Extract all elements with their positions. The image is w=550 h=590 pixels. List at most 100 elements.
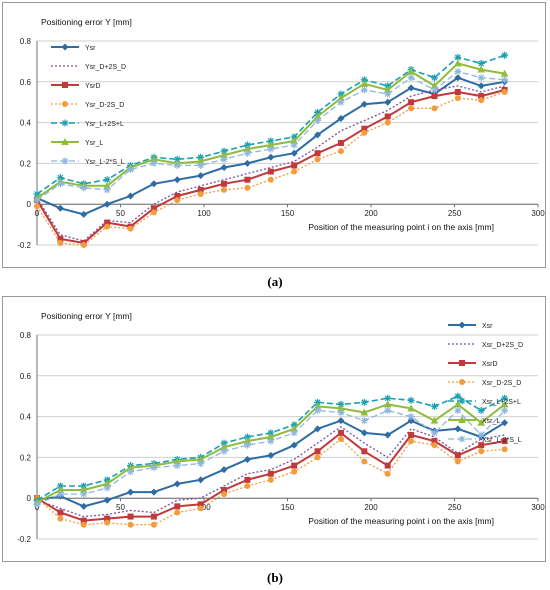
- data-point: [267, 137, 275, 145]
- chart-title: Positioning error Y [mm]: [41, 17, 132, 27]
- data-point: [431, 438, 438, 445]
- series-2: [36, 85, 505, 242]
- data-point: [407, 74, 415, 82]
- data-point: [197, 476, 205, 484]
- data-point: [173, 480, 181, 488]
- data-point: [290, 429, 298, 437]
- series-line: [36, 426, 505, 518]
- data-point: [408, 431, 415, 438]
- data-point: [501, 394, 509, 402]
- data-point: [150, 159, 158, 167]
- data-point: [477, 431, 485, 439]
- data-point: [80, 184, 88, 192]
- series-5: [33, 392, 509, 504]
- data-point: [337, 140, 344, 146]
- data-point: [337, 98, 345, 106]
- data-point: [104, 219, 111, 226]
- y-tick-label: 0: [27, 494, 32, 503]
- data-point: [220, 155, 228, 163]
- data-point: [478, 442, 485, 449]
- data-point: [407, 84, 415, 92]
- data-point: [267, 176, 274, 183]
- series-4: [34, 89, 508, 248]
- data-point: [360, 79, 369, 87]
- data-point: [501, 438, 508, 445]
- data-point: [314, 454, 321, 461]
- data-point: [430, 402, 438, 410]
- data-point: [454, 425, 462, 433]
- data-point: [313, 402, 322, 410]
- data-point: [408, 99, 415, 106]
- data-point: [501, 51, 509, 59]
- data-point: [197, 460, 205, 468]
- data-point: [57, 239, 64, 246]
- data-point: [383, 400, 392, 408]
- series-line: [36, 70, 505, 201]
- data-point: [221, 491, 228, 498]
- data-point: [57, 509, 64, 516]
- data-point: [127, 225, 134, 232]
- data-point: [384, 470, 391, 477]
- data-point: [103, 479, 111, 487]
- data-point: [454, 59, 462, 67]
- data-point: [454, 400, 462, 408]
- data-point: [314, 425, 322, 433]
- data-point: [220, 466, 228, 474]
- data-point: [244, 184, 251, 191]
- data-point: [104, 519, 111, 526]
- x-tick-label: 50: [116, 209, 125, 218]
- data-point: [407, 413, 415, 421]
- data-point: [80, 210, 88, 218]
- x-tick-label: 200: [364, 209, 378, 218]
- data-point: [314, 156, 321, 163]
- data-point: [104, 223, 111, 230]
- data-point: [150, 521, 157, 528]
- data-point: [501, 446, 508, 453]
- data-point: [127, 488, 135, 496]
- series-6: [33, 400, 509, 506]
- legend-label: Ysr_L+2S+L: [85, 121, 124, 128]
- series-line: [36, 91, 505, 246]
- data-point: [291, 468, 298, 475]
- data-point: [337, 94, 345, 102]
- legend-label: Ysr_L-2*S_L: [85, 159, 125, 166]
- data-point: [243, 441, 251, 449]
- data-point: [454, 406, 462, 414]
- data-point: [127, 166, 135, 174]
- data-point: [267, 451, 275, 459]
- data-point: [384, 394, 392, 402]
- data-point: [290, 421, 298, 429]
- x-tick-label: 300: [531, 209, 545, 218]
- chart-panel-b: -0.2 0 0.2 0.4 0.6 0.8 0 50 100 150 200 250 300 Posit…: [2, 296, 546, 562]
- data-point: [104, 515, 111, 522]
- data-point: [454, 95, 461, 102]
- data-point: [197, 161, 205, 169]
- data-point: [34, 203, 40, 210]
- legend: Ysr Ysr_D+2S_D YsrD Ysr_D-2S_D Ysr_L+2S+L Ysr…: [51, 43, 126, 166]
- data-point: [478, 448, 485, 455]
- data-point: [197, 505, 204, 512]
- data-point: [56, 180, 64, 188]
- data-point: [430, 416, 439, 424]
- data-point: [361, 129, 368, 136]
- y-tick-label: -0.2: [17, 535, 31, 544]
- data-point: [360, 76, 368, 84]
- data-point: [454, 452, 461, 459]
- legend-label: Ysr_D-2S_D: [85, 102, 124, 109]
- y-tick-label: 0.8: [20, 37, 32, 46]
- data-point: [150, 180, 158, 188]
- data-point: [150, 155, 158, 163]
- data-point: [103, 476, 111, 484]
- data-point: [267, 433, 275, 440]
- data-point: [314, 448, 321, 455]
- x-tick-label: 250: [448, 209, 462, 218]
- data-point: [430, 429, 438, 437]
- data-point: [103, 186, 111, 194]
- data-point: [454, 53, 462, 61]
- data-point: [500, 400, 509, 408]
- data-point: [501, 406, 509, 414]
- data-point: [174, 503, 181, 510]
- data-point: [360, 408, 369, 416]
- data-point: [314, 150, 321, 157]
- data-point: [500, 69, 509, 77]
